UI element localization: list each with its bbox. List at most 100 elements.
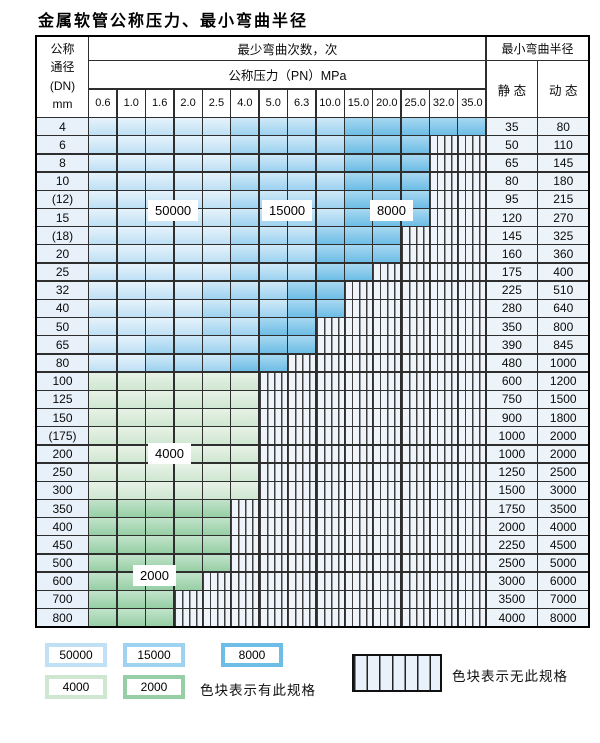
spec-cell — [430, 300, 458, 317]
spec-cell — [89, 263, 117, 281]
spec-cell — [174, 500, 202, 517]
spec-cell — [458, 245, 486, 263]
spec-cell — [430, 427, 458, 445]
legend-swatch: 2000 — [123, 675, 185, 699]
static-radius-value: 3000 — [486, 572, 537, 590]
spec-cell — [202, 591, 230, 608]
spec-cell — [373, 172, 401, 190]
dn-label: 20 — [37, 245, 88, 263]
spec-cell — [430, 445, 458, 463]
spec-cell — [401, 591, 429, 608]
spec-cell — [146, 136, 174, 154]
spec-cell — [231, 554, 259, 572]
spec-cell — [344, 372, 372, 390]
spec-cell — [316, 390, 344, 408]
dn-label: 450 — [37, 536, 88, 554]
spec-cell — [316, 227, 344, 245]
spec-cell — [117, 390, 145, 408]
spec-cell — [316, 554, 344, 572]
static-radius-value: 350 — [486, 318, 537, 336]
spec-cell — [89, 390, 117, 408]
spec-cell — [174, 591, 202, 608]
spec-cell — [259, 518, 287, 536]
dn-label: 32 — [37, 281, 88, 299]
spec-cell — [288, 245, 316, 263]
spec-cell — [146, 372, 174, 390]
spec-cell — [458, 354, 486, 372]
spec-cell — [202, 372, 230, 390]
spec-cell — [344, 609, 372, 627]
pressure-col-header: 35.0 — [458, 89, 486, 117]
spec-cell — [316, 318, 344, 336]
spec-cell — [117, 427, 145, 445]
legend-swatch-label: 4000 — [49, 679, 103, 695]
spec-cell — [316, 591, 344, 608]
spec-cell — [373, 336, 401, 354]
spec-cell — [231, 572, 259, 590]
spec-cell — [430, 554, 458, 572]
dynamic-radius-value: 3500 — [538, 500, 589, 517]
spec-cell — [316, 463, 344, 481]
spec-cell — [430, 336, 458, 354]
dynamic-radius-value: 845 — [538, 336, 589, 354]
spec-cell — [373, 118, 401, 135]
radius-header: 最小弯曲半径 — [486, 37, 589, 60]
spec-cell — [202, 500, 230, 517]
spec-cell — [430, 536, 458, 554]
spec-cell — [401, 518, 429, 536]
spec-cell — [231, 500, 259, 517]
spec-cell — [89, 500, 117, 517]
pressure-col-header: 2.5 — [202, 89, 230, 117]
spec-cell — [344, 354, 372, 372]
dn-label: 600 — [37, 572, 88, 590]
spec-cell — [430, 572, 458, 590]
spec-cell — [231, 172, 259, 190]
spec-cell — [430, 318, 458, 336]
spec-cell — [259, 390, 287, 408]
spec-cell — [202, 154, 230, 172]
spec-cell — [117, 445, 145, 463]
spec-cell — [259, 445, 287, 463]
spec-cell — [458, 281, 486, 299]
pressure-col-header: 4.0 — [231, 89, 259, 117]
spec-cell — [288, 463, 316, 481]
static-radius-value: 120 — [486, 209, 537, 226]
spec-cell — [89, 427, 117, 445]
dynamic-radius-value: 8000 — [538, 609, 589, 627]
spec-cell — [288, 263, 316, 281]
spec-cell — [458, 481, 486, 499]
dynamic-radius-value: 640 — [538, 300, 589, 317]
spec-cell — [401, 536, 429, 554]
spec-cell — [458, 118, 486, 135]
dn-label: 350 — [37, 500, 88, 517]
spec-cell — [146, 591, 174, 608]
dn-label: (12) — [37, 190, 88, 208]
spec-cell — [401, 500, 429, 517]
spec-cell — [373, 500, 401, 517]
spec-cell — [288, 481, 316, 499]
spec-cell — [202, 172, 230, 190]
spec-cell — [146, 172, 174, 190]
corner-line-3: (DN) — [49, 78, 76, 93]
spec-cell — [401, 336, 429, 354]
spec-cell — [344, 245, 372, 263]
spec-cell — [344, 536, 372, 554]
spec-cell — [316, 536, 344, 554]
spec-cell — [174, 518, 202, 536]
spec-cell — [458, 518, 486, 536]
spec-cell — [458, 154, 486, 172]
spec-cell — [401, 554, 429, 572]
dynamic-radius-value: 800 — [538, 318, 589, 336]
static-radius-value: 160 — [486, 245, 537, 263]
spec-cell — [117, 354, 145, 372]
spec-cell — [430, 500, 458, 517]
spec-cell — [316, 572, 344, 590]
spec-cell — [146, 227, 174, 245]
spec-cell — [146, 263, 174, 281]
spec-cell — [89, 536, 117, 554]
spec-cell — [288, 336, 316, 354]
spec-cell — [344, 118, 372, 135]
dynamic-radius-value: 270 — [538, 209, 589, 226]
spec-cell — [146, 281, 174, 299]
spec-cell — [146, 354, 174, 372]
